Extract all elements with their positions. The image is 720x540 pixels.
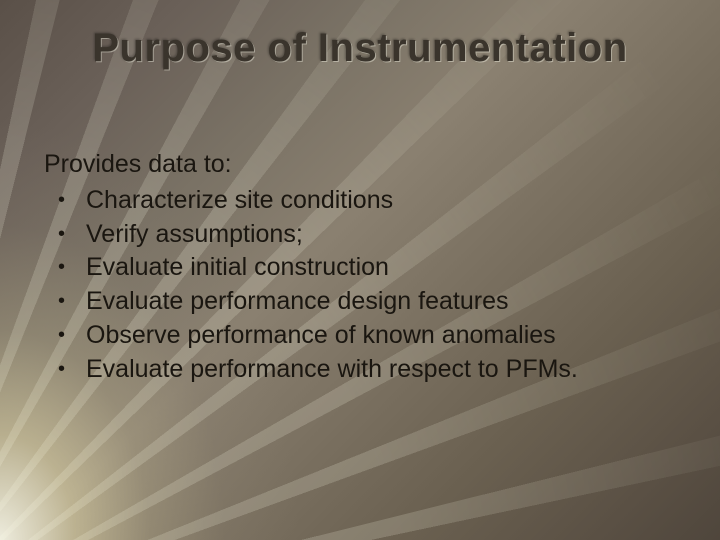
bullet-list: Characterize site conditions Verify assu… [44, 184, 676, 387]
list-item: Evaluate performance with respect to PFM… [44, 353, 676, 387]
list-item: Verify assumptions; [44, 218, 676, 252]
intro-text: Provides data to: [44, 148, 676, 182]
slide-body: Provides data to: Characterize site cond… [44, 148, 676, 386]
list-item: Observe performance of known anomalies [44, 319, 676, 353]
list-item: Evaluate performance design features [44, 285, 676, 319]
list-item: Evaluate initial construction [44, 251, 676, 285]
list-item: Characterize site conditions [44, 184, 676, 218]
slide: Purpose of Instrumentation Provides data… [0, 0, 720, 540]
slide-title: Purpose of Instrumentation [0, 26, 720, 71]
